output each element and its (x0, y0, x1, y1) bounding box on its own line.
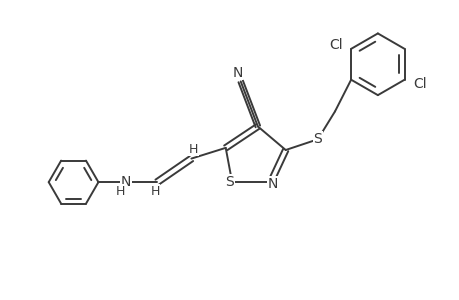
Text: H: H (189, 142, 198, 156)
Text: Cl: Cl (412, 77, 426, 91)
Text: S: S (225, 175, 234, 189)
Text: N: N (120, 175, 131, 189)
Text: S: S (313, 132, 322, 146)
Text: H: H (116, 185, 125, 198)
Text: H: H (150, 185, 159, 198)
Text: Cl: Cl (328, 38, 342, 52)
Text: N: N (267, 177, 277, 191)
Text: N: N (232, 66, 242, 80)
